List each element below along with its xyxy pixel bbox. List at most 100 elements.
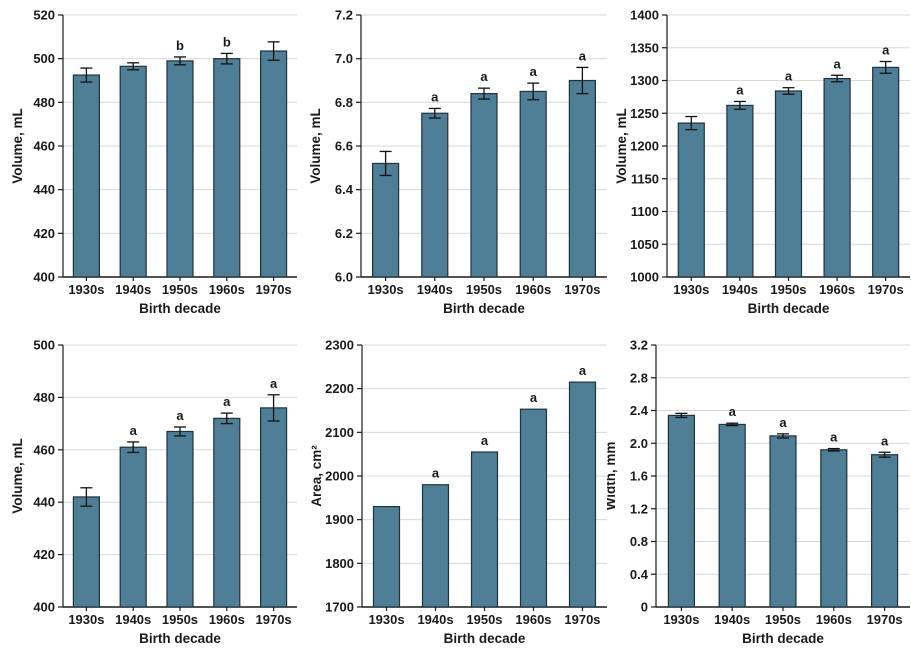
y-tick-label: 2.0	[630, 436, 648, 451]
y-axis-title: Volume, mL	[10, 108, 25, 183]
y-tick-label: 6.8	[335, 95, 353, 110]
bar-chart-bottom-left: 400 420 440 460 480 500 1930s a 1940s a 1950s a 1960…	[10, 338, 297, 646]
significance-letter: a	[270, 376, 278, 391]
x-tick-label: 1970s	[564, 612, 600, 627]
x-tick-label: 1930s	[367, 282, 403, 297]
y-tick-label: 1150	[631, 171, 659, 186]
y-tick-label: 1050	[630, 237, 659, 252]
y-tick-label: 500	[33, 51, 55, 66]
y-tick-label: 480	[33, 95, 55, 110]
significance-letter: a	[882, 43, 890, 58]
x-tick-label: 1970s	[564, 282, 600, 297]
y-tick-label: 460	[33, 442, 55, 457]
bar-1930s	[678, 122, 706, 278]
y-tick-label: 1.2	[630, 501, 648, 516]
y-tick-label: 1000	[630, 270, 659, 285]
bar-1940s	[726, 104, 754, 278]
x-tick-label: 1960s	[209, 612, 245, 627]
x-tick-label: 1940s	[115, 282, 151, 297]
x-tick-label: 1960s	[819, 282, 855, 297]
y-tick-label: 1400	[630, 8, 659, 23]
y-tick-label: 0.8	[630, 534, 648, 549]
y-tick-label: 2.8	[630, 370, 648, 385]
significance-letter: a	[729, 404, 737, 419]
bar-1970s	[568, 79, 596, 278]
x-tick-label: 1940s	[714, 612, 750, 627]
bar-1970s	[568, 381, 596, 608]
bar-1950s	[470, 93, 498, 278]
significance-letter: a	[881, 433, 889, 448]
x-tick-label: 1950s	[162, 282, 198, 297]
bar-1950s	[166, 430, 194, 608]
y-tick-label: 0.4	[630, 567, 649, 582]
y-tick-label: 7.2	[335, 8, 353, 23]
y-tick-label: 1.6	[630, 469, 648, 484]
x-tick-label: 1950s	[771, 282, 807, 297]
bar-1970s	[259, 50, 288, 278]
bar-chart-top-left: 400 420 440 460 480 500 520 1930s 1940s b 1950s b 19…	[10, 8, 297, 316]
x-axis-title: Birth decade	[748, 301, 830, 316]
y-tick-label: 2100	[325, 425, 354, 440]
x-tick-label: 1970s	[867, 612, 903, 627]
significance-letter: a	[431, 89, 439, 104]
bar-1940s	[718, 423, 747, 608]
x-tick-label: 1970s	[256, 282, 292, 297]
bar-1930s	[371, 162, 399, 278]
y-tick-label: 1250	[630, 106, 659, 121]
y-tick-label: 0	[641, 600, 648, 615]
y-tick-label: 2300	[325, 338, 354, 353]
bar-1930s	[668, 414, 696, 608]
bar-chart-top-right: 1000 1050 1100 1150 1200 1250 1300 1350 1400 1930…	[614, 8, 911, 316]
x-axis-title: Birth decade	[139, 631, 221, 646]
bar-1960s	[213, 417, 241, 608]
bar-1960s	[820, 449, 848, 608]
bar-1940s	[119, 65, 147, 278]
x-tick-label: 1960s	[515, 282, 551, 297]
bar-1960s	[519, 408, 547, 608]
bar-1950s	[775, 90, 803, 278]
bar-1940s	[420, 112, 449, 278]
significance-letter: a	[737, 82, 745, 97]
x-tick-label: 1940s	[417, 612, 453, 627]
y-tick-label: 520	[33, 8, 55, 23]
x-tick-label: 1930s	[68, 282, 104, 297]
panel-bottom-left: 400 420 440 460 480 500 1930s a 1940s a 1950s a 1960…	[0, 330, 304, 660]
y-tick-label: 480	[33, 390, 55, 405]
y-tick-label: 1200	[630, 139, 659, 154]
x-tick-label: 1930s	[674, 282, 710, 297]
significance-letter: a	[780, 415, 788, 430]
significance-letter: b	[223, 34, 231, 49]
x-axis-title: Birth decade	[443, 631, 525, 646]
bar-1970s	[871, 454, 899, 608]
y-axis-title: Volume, mL	[10, 438, 25, 513]
significance-letter: a	[176, 408, 184, 423]
y-tick-label: 3.2	[630, 338, 648, 353]
y-tick-label: 1700	[325, 600, 354, 615]
panel-bottom-right: 0 0.4 0.8 1.2 1.6 2.0 2.4 2.8 3.2 1930s a 1940s a 195…	[607, 330, 911, 660]
y-tick-label: 460	[33, 139, 55, 154]
y-axis-title: Area, cm²	[309, 445, 324, 507]
y-tick-label: 7.0	[335, 51, 353, 66]
bar-1950s	[470, 451, 498, 608]
y-tick-label: 440	[33, 495, 55, 510]
x-tick-label: 1970s	[868, 282, 904, 297]
panel-top-right: 1000 1050 1100 1150 1200 1250 1300 1350 1400 1930…	[607, 0, 911, 330]
bar-1970s	[872, 66, 900, 278]
y-tick-label: 6.0	[335, 270, 353, 285]
y-tick-label: 440	[33, 182, 55, 197]
y-axis-title: Volume, mL	[308, 108, 323, 183]
x-tick-label: 1950s	[162, 612, 198, 627]
panel-bottom-middle: 1700 1800 1900 2000 2100 2200 2300 1930s a 1940s a…	[304, 330, 608, 660]
bar-1960s	[823, 77, 852, 278]
panel-top-left: 400 420 440 460 480 500 520 1930s 1940s b 1950s b 19…	[0, 0, 304, 330]
y-tick-label: 2000	[325, 469, 354, 484]
y-tick-label: 500	[33, 338, 55, 353]
y-tick-label: 420	[33, 226, 55, 241]
significance-letter: a	[530, 390, 538, 405]
y-tick-label: 2200	[325, 381, 354, 396]
y-tick-label: 1300	[630, 73, 659, 88]
bar-1940s	[119, 446, 147, 608]
x-tick-label: 1950s	[765, 612, 801, 627]
x-tick-label: 1930s	[664, 612, 700, 627]
